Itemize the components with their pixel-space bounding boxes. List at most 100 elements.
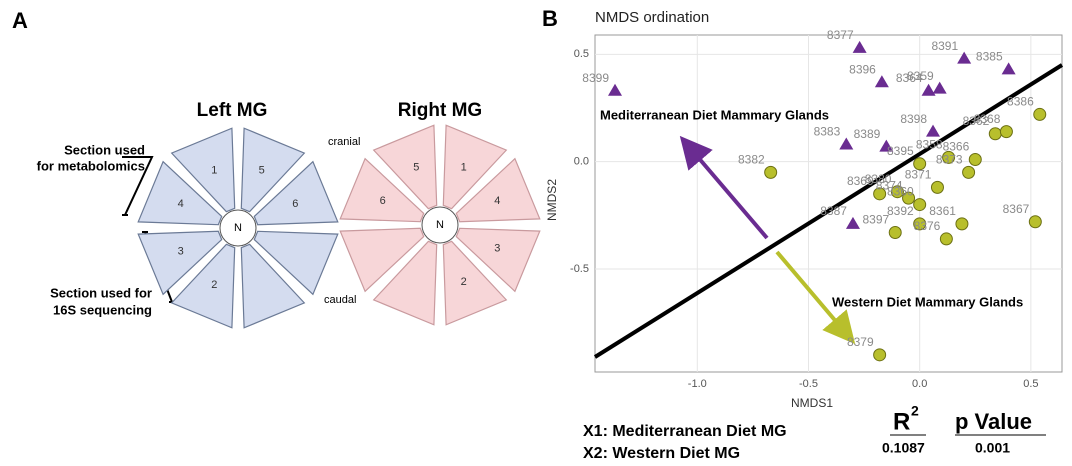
panel-label: B <box>542 6 558 31</box>
triangle-point <box>932 81 947 94</box>
point-label: 8382 <box>738 153 765 167</box>
point-label: 8371 <box>905 168 932 182</box>
triangle-point <box>926 124 941 137</box>
bracket-text: Section used for <box>50 285 152 300</box>
point-label: 8369 <box>847 174 874 188</box>
circle-point <box>988 127 1002 141</box>
point-label: 8360 <box>887 185 914 199</box>
circle-point <box>939 232 953 246</box>
point-label: 8358 <box>916 138 943 152</box>
circle-point <box>1028 215 1042 229</box>
wedge <box>170 127 236 213</box>
triangle-point <box>1001 62 1016 75</box>
point-label: 8385 <box>976 50 1003 64</box>
wedge <box>442 124 508 210</box>
wedge-label: 3 <box>178 246 184 258</box>
point-label: 8392 <box>887 204 914 218</box>
wedge-label: 6 <box>380 195 386 207</box>
center-ring <box>219 209 257 247</box>
point-label: 8377 <box>827 28 854 42</box>
y-tick-label: -0.5 <box>570 263 589 275</box>
arrow <box>775 250 856 345</box>
note: X2: Western Diet MG <box>583 445 740 462</box>
stat-value: 0.1087 <box>882 440 925 456</box>
x-tick-label: 0.5 <box>1023 378 1038 390</box>
wedge-label: 6 <box>292 198 298 210</box>
point-label: 8373 <box>936 153 963 167</box>
wedge <box>240 243 306 329</box>
point-label: 8399 <box>582 71 609 85</box>
wedge <box>372 240 438 326</box>
point-label: 8374 <box>876 178 903 192</box>
stat-header: 2 <box>911 403 919 419</box>
wedge <box>253 160 339 226</box>
circle-point <box>930 180 944 194</box>
circle-point <box>890 185 904 199</box>
wedge-label: 3 <box>494 243 500 255</box>
arrow <box>679 135 769 240</box>
circle-point <box>913 157 927 171</box>
point-label: 8391 <box>931 39 958 53</box>
point-label: 8380 <box>865 172 892 186</box>
y-tick-label: 0.5 <box>574 48 589 60</box>
stat-header: p Value <box>955 409 1032 434</box>
stat-header: R <box>893 408 910 435</box>
triangle-point <box>921 83 936 96</box>
wedge-label: 2 <box>461 276 467 288</box>
wedge <box>339 227 425 293</box>
bracket-text: Section used <box>64 142 145 157</box>
point-label: 8366 <box>943 140 970 154</box>
stat-value: 0.001 <box>975 440 1010 456</box>
annotation: Mediterranean Diet Mammary Glands <box>600 107 829 122</box>
wedge <box>455 157 541 223</box>
circle-point <box>962 165 976 179</box>
wedge <box>240 127 306 213</box>
point-label: 8386 <box>1007 95 1034 109</box>
bracket <box>122 156 154 216</box>
point-label: 8395 <box>887 144 914 158</box>
caudal-label: caudal <box>324 294 356 306</box>
wedge <box>170 243 236 329</box>
triangle-point <box>874 75 889 88</box>
x-tick-label: -0.5 <box>799 378 818 390</box>
right-title: Right MG <box>398 100 482 121</box>
wedge-label: 1 <box>211 165 217 177</box>
circle-point <box>873 348 887 362</box>
point-label: 8359 <box>907 69 934 83</box>
circle-point <box>955 217 969 231</box>
panel-label: A <box>12 8 28 33</box>
triangle-point <box>839 137 854 150</box>
wedge <box>442 240 508 326</box>
triangle-point <box>852 40 867 53</box>
point-label: 8368 <box>974 112 1001 126</box>
triangle-point <box>957 51 972 64</box>
wedge <box>137 160 223 226</box>
point-label: 8396 <box>849 62 876 76</box>
wedge-label: 1 <box>461 162 467 174</box>
point-label: 8389 <box>854 127 881 141</box>
point-label: 8367 <box>1003 202 1030 216</box>
grid: -1.0 -0.5 0.0 0.5 -0.5 0.0 0.5 <box>570 35 1062 390</box>
triangle-point <box>608 83 623 96</box>
wedge <box>372 124 438 210</box>
bracket-text: for metabolomics <box>37 158 145 173</box>
point-label: 8362 <box>963 114 990 128</box>
circle-point <box>873 187 887 201</box>
point-label: 8383 <box>814 125 841 139</box>
y-tick-label: 0.0 <box>574 156 589 168</box>
wedge-label: 4 <box>494 195 500 207</box>
circle-point <box>913 198 927 212</box>
point-label: 8364 <box>896 71 923 85</box>
point-label: 8379 <box>847 335 874 349</box>
note: X1: Mediterranean Diet MG <box>583 423 787 440</box>
center-ring <box>421 206 459 244</box>
annotation: Western Diet Mammary Glands <box>832 294 1023 309</box>
circle-point <box>902 191 916 205</box>
wedge-diagrams: 1 5 6 4 3 2 N 5 1 4 3 2 6 N <box>137 124 541 329</box>
circle-point <box>888 225 902 239</box>
wedge <box>455 227 541 293</box>
wedge-label: 2 <box>211 279 217 291</box>
wedge <box>253 230 339 296</box>
